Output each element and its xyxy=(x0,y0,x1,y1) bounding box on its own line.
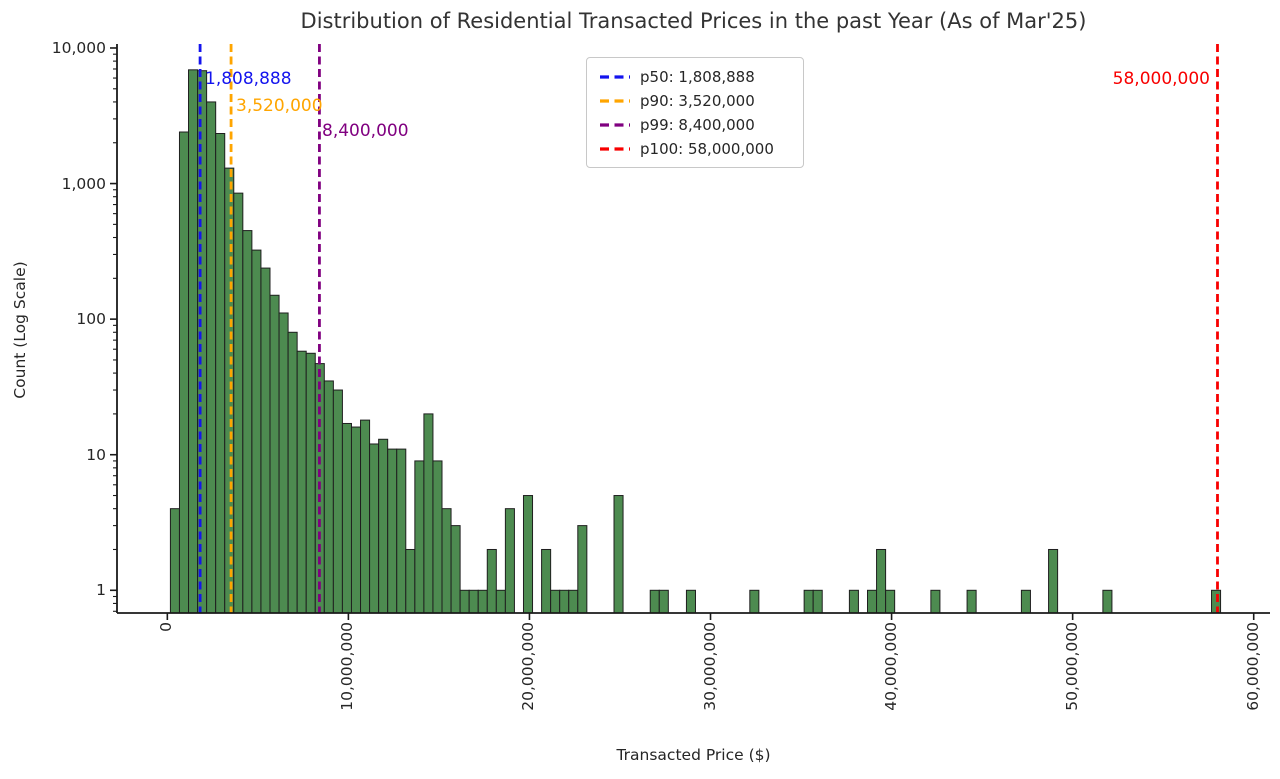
histogram-bar xyxy=(441,508,452,614)
histogram-bar xyxy=(432,460,443,614)
histogram-bar xyxy=(423,413,434,614)
histogram-bar xyxy=(1020,589,1031,614)
histogram-bar xyxy=(450,525,461,614)
x-tick-label: 10,000,000 xyxy=(338,622,357,711)
histogram-bar xyxy=(260,267,271,614)
histogram-bar xyxy=(649,589,660,614)
histogram-bar xyxy=(658,589,669,614)
histogram-bar xyxy=(188,69,199,614)
histogram-bar xyxy=(414,460,425,614)
y-tick-label: 10 xyxy=(86,445,106,464)
x-tick-label: 0 xyxy=(157,622,176,632)
histogram-bar xyxy=(405,548,416,614)
histogram-bar xyxy=(1102,589,1113,614)
histogram-bar xyxy=(215,133,226,614)
histogram-bar xyxy=(332,389,343,614)
histogram-bar xyxy=(341,422,352,614)
legend-label-p99: p99: 8,400,000 xyxy=(640,116,755,134)
histogram-bar xyxy=(278,312,289,614)
histogram-bar xyxy=(305,352,316,614)
histogram-bar xyxy=(378,438,389,614)
histogram-bar xyxy=(387,448,398,614)
histogram-bar xyxy=(613,495,624,614)
histogram-bar xyxy=(495,589,506,614)
histogram-bar xyxy=(477,589,488,614)
histogram-bar xyxy=(206,101,217,614)
histogram-bar xyxy=(803,589,814,614)
histogram-bar xyxy=(251,249,262,614)
histogram-bar xyxy=(749,589,760,614)
p90-annotation: 3,520,000 xyxy=(236,96,323,116)
histogram-bar xyxy=(296,350,307,614)
legend-label-p90: p90: 3,520,000 xyxy=(640,92,755,110)
histogram-bar xyxy=(867,589,878,614)
histogram-bar xyxy=(1211,589,1222,614)
legend-row-p99: p99: 8,400,000 xyxy=(587,113,803,137)
p100-dash-icon xyxy=(600,147,630,151)
histogram-bar xyxy=(269,294,280,614)
legend-label-p50: p50: 1,808,888 xyxy=(640,68,755,86)
histogram-bar xyxy=(287,331,298,614)
x-tick-label: 50,000,000 xyxy=(1062,622,1081,711)
y-tick-label: 100 xyxy=(76,310,106,329)
histogram-bar xyxy=(568,589,579,614)
histogram-bar xyxy=(559,589,570,614)
histogram-bar xyxy=(369,443,380,614)
p90-dash-icon xyxy=(600,99,630,103)
histogram-bar xyxy=(541,548,552,614)
histogram-bar xyxy=(323,380,334,614)
histogram-bar xyxy=(522,495,534,614)
legend-row-p100: p100: 58,000,000 xyxy=(587,137,803,161)
legend: p50: 1,808,888 p90: 3,520,000 p99: 8,400… xyxy=(586,57,804,168)
y-tick-label: 1 xyxy=(96,581,106,600)
histogram-bar xyxy=(486,548,497,614)
histogram-bar xyxy=(685,589,696,614)
histogram-bar xyxy=(930,589,941,614)
y-tick-label: 10,000 xyxy=(51,38,106,57)
histogram-bar xyxy=(504,508,515,614)
x-tick-label: 20,000,000 xyxy=(519,622,538,711)
p99-dash-icon xyxy=(600,123,630,127)
histogram-bar xyxy=(885,589,896,614)
legend-row-p90: p90: 3,520,000 xyxy=(587,89,803,113)
histogram-bar xyxy=(178,131,190,614)
p50-dash-icon xyxy=(600,75,630,79)
chart-title: Distribution of Residential Transacted P… xyxy=(300,9,1087,33)
histogram-bar xyxy=(396,448,407,614)
p99-annotation: 8,400,000 xyxy=(322,121,409,141)
histogram-bar xyxy=(876,548,887,614)
x-axis-label: Transacted Price ($) xyxy=(616,746,771,764)
histogram-bar xyxy=(233,192,244,614)
x-tick-label: 40,000,000 xyxy=(881,622,900,711)
histogram-bar xyxy=(360,419,371,614)
y-tick-label: 1,000 xyxy=(61,174,106,193)
histogram-bar xyxy=(812,589,823,614)
histogram-bar xyxy=(848,589,859,614)
legend-row-p50: p50: 1,808,888 xyxy=(587,65,803,89)
histogram-bar xyxy=(459,589,470,614)
histogram-bar xyxy=(169,508,180,614)
x-tick-label: 60,000,000 xyxy=(1243,622,1262,711)
legend-label-p100: p100: 58,000,000 xyxy=(640,140,774,158)
histogram-bar xyxy=(550,589,561,614)
histogram-bar xyxy=(350,426,362,614)
histogram-bar xyxy=(966,589,977,614)
histogram-bar xyxy=(1048,548,1059,614)
x-tick-label: 30,000,000 xyxy=(700,622,719,711)
histogram-bar xyxy=(242,230,253,614)
histogram-bar xyxy=(468,589,479,614)
histogram-bar xyxy=(577,525,588,614)
p100-annotation: 58,000,000 xyxy=(1112,69,1210,89)
p50-annotation: 1,808,888 xyxy=(205,69,292,89)
